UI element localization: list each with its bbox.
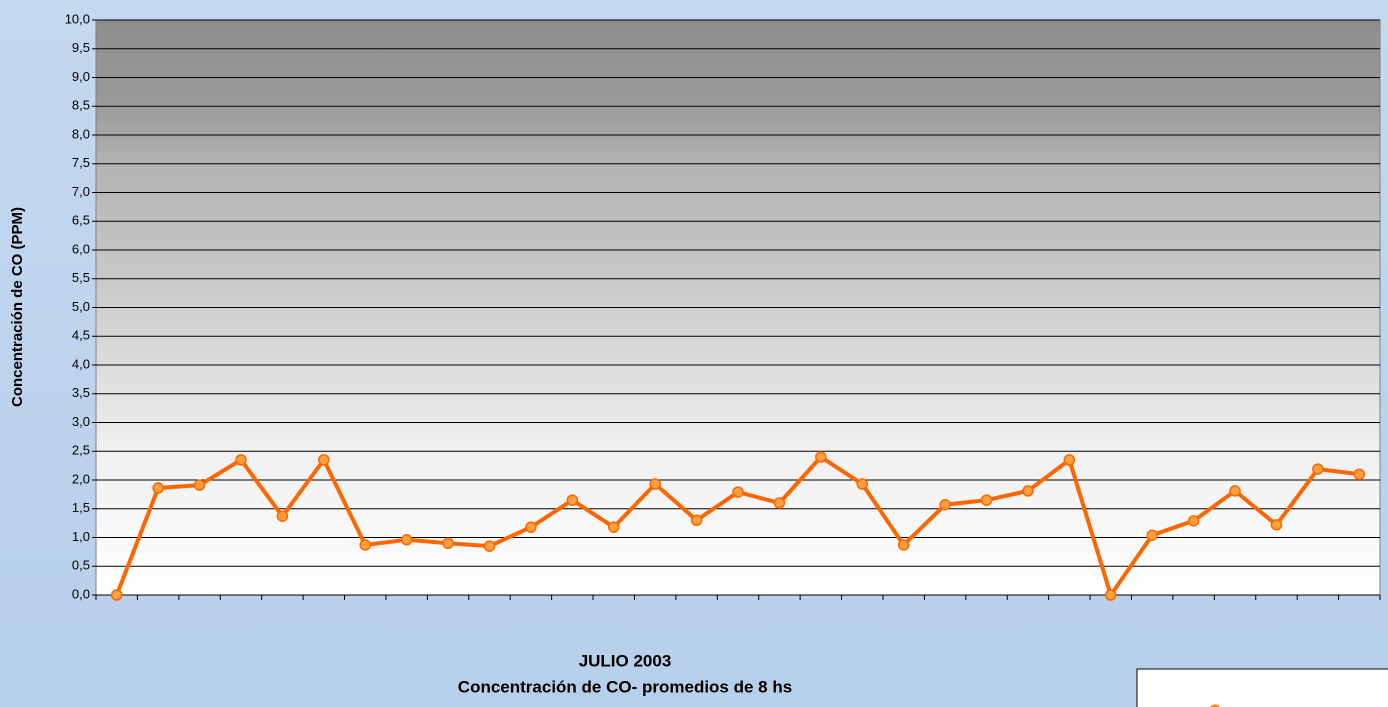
point bbox=[1064, 455, 1074, 465]
y-tick-label: 4,0 bbox=[72, 356, 90, 371]
point bbox=[650, 479, 660, 489]
y-tick-label: 1,0 bbox=[72, 529, 90, 544]
point bbox=[733, 487, 743, 497]
point bbox=[567, 495, 577, 505]
point bbox=[692, 515, 702, 525]
y-tick-label: 8,0 bbox=[72, 126, 90, 141]
point bbox=[1106, 590, 1116, 600]
y-tick-label: 0,5 bbox=[72, 558, 90, 573]
legend-box bbox=[1137, 669, 1388, 707]
y-tick-label: 9,5 bbox=[72, 40, 90, 55]
point bbox=[1271, 520, 1281, 530]
point bbox=[1230, 486, 1240, 496]
y-tick-label: 7,5 bbox=[72, 155, 90, 170]
point bbox=[1023, 486, 1033, 496]
y-tick-label: 5,5 bbox=[72, 270, 90, 285]
y-axis-title: Concentración de CO (PPM) bbox=[9, 207, 26, 407]
point bbox=[982, 495, 992, 505]
point bbox=[1147, 530, 1157, 540]
point bbox=[402, 535, 412, 545]
y-tick-label: 1,5 bbox=[72, 500, 90, 515]
point bbox=[443, 538, 453, 548]
point bbox=[1189, 516, 1199, 526]
point bbox=[360, 540, 370, 550]
y-tick-label: 5,0 bbox=[72, 299, 90, 314]
y-tick-label: 4,5 bbox=[72, 328, 90, 343]
chart-title: JULIO 2003 bbox=[579, 651, 672, 670]
point bbox=[1354, 469, 1364, 479]
y-tick-label: 6,5 bbox=[72, 213, 90, 228]
y-tick-label: 7,0 bbox=[72, 184, 90, 199]
y-tick-label: 3,5 bbox=[72, 385, 90, 400]
y-tick-label: 2,5 bbox=[72, 443, 90, 458]
point bbox=[484, 541, 494, 551]
y-tick-label: 10,0 bbox=[65, 11, 90, 26]
y-tick-label: 3,0 bbox=[72, 414, 90, 429]
point bbox=[940, 500, 950, 510]
point bbox=[277, 511, 287, 521]
chart-subtitle: Concentración de CO- promedios de 8 hs bbox=[458, 677, 792, 696]
point bbox=[526, 522, 536, 532]
y-tick-label: 6,0 bbox=[72, 241, 90, 256]
point bbox=[1313, 464, 1323, 474]
point bbox=[319, 455, 329, 465]
point bbox=[857, 479, 867, 489]
y-tick-label: 8,5 bbox=[72, 98, 90, 113]
point bbox=[899, 540, 909, 550]
point bbox=[816, 452, 826, 462]
y-tick-label: 0,0 bbox=[72, 586, 90, 601]
chart: Concentración de CO (PPM) JULIO 2003 Con… bbox=[0, 0, 1388, 707]
point bbox=[236, 455, 246, 465]
point bbox=[774, 498, 784, 508]
y-tick-label: 2,0 bbox=[72, 471, 90, 486]
y-tick-label: 9,0 bbox=[72, 69, 90, 84]
point bbox=[112, 590, 122, 600]
point bbox=[609, 522, 619, 532]
point bbox=[153, 483, 163, 493]
point bbox=[195, 480, 205, 490]
